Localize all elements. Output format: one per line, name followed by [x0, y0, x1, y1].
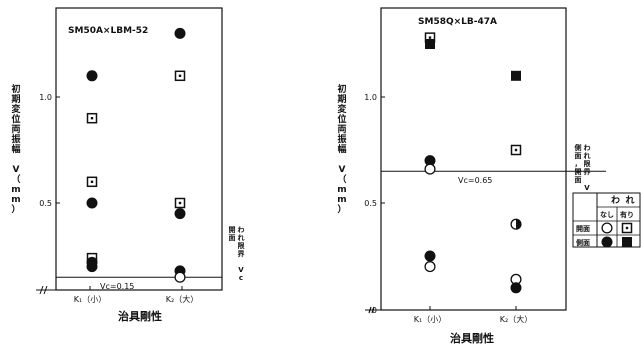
legend-header: われ: [611, 195, 641, 206]
legend-marker: [621, 222, 633, 234]
svg-text:れ: れ: [584, 152, 591, 160]
threshold-label: Vc=0.15: [100, 282, 134, 291]
svg-text:m: m: [337, 185, 346, 195]
svg-text:面: 面: [575, 152, 582, 160]
legend-row-label: 側面: [575, 238, 590, 247]
data-point: [174, 271, 186, 283]
legend-marker: [601, 236, 613, 248]
chart-title: SM58Q×LB-47A: [418, 17, 497, 27]
svg-text:m: m: [337, 195, 346, 205]
data-point: [510, 144, 522, 156]
data-point: [86, 197, 98, 209]
data-point: [86, 112, 98, 124]
svg-text:振: 振: [337, 133, 347, 145]
data-point: [424, 250, 436, 262]
svg-text:わ: わ: [238, 226, 245, 234]
y-tick-label: 1.0: [39, 93, 52, 102]
legend-column-label: 有り: [620, 210, 634, 219]
plot-frame: [55, 7, 223, 291]
svg-text:振: 振: [11, 133, 21, 145]
svg-text:初: 初: [337, 83, 346, 95]
axis-break-icon: [368, 306, 375, 314]
svg-text:c: c: [239, 274, 243, 282]
x-axis-label: 治具剛性: [450, 331, 494, 345]
plot-frame: [380, 7, 567, 311]
data-point: [86, 70, 98, 82]
data-point: [174, 27, 186, 39]
svg-text:限: 限: [238, 241, 246, 250]
y-tick-label: 0.5: [364, 199, 377, 208]
svg-text:開: 開: [229, 225, 236, 234]
y-tick-label: 1.0: [364, 93, 377, 102]
svg-text:V: V: [584, 184, 590, 192]
svg-text:m: m: [11, 185, 20, 195]
svg-text:期: 期: [337, 93, 346, 105]
x-tick-label: K₁（小）: [74, 295, 106, 304]
legend-column-label: なし: [600, 210, 614, 219]
svg-text:面: 面: [229, 234, 236, 242]
x-tick-label: K₁（小）: [414, 315, 446, 324]
svg-text:，: ，: [575, 160, 582, 168]
svg-text:期: 期: [11, 93, 20, 105]
y-tick-label-zero: 0: [372, 306, 377, 315]
legend-marker: [622, 237, 632, 247]
svg-text:（: （: [11, 174, 20, 185]
data-point: [174, 197, 186, 209]
svg-text:界: 界: [584, 167, 592, 176]
svg-text:両: 両: [337, 124, 346, 135]
svg-text:開: 開: [575, 167, 582, 176]
svg-text:変: 変: [337, 103, 346, 115]
data-point: [425, 39, 435, 49]
legend-row-label: 開面: [576, 224, 590, 233]
svg-text:わ: わ: [584, 144, 591, 152]
svg-text:V: V: [339, 165, 346, 175]
axis-break-icon: [39, 285, 48, 295]
svg-text:）: ）: [11, 204, 20, 215]
svg-text:初: 初: [11, 83, 20, 95]
legend-marker: [601, 222, 613, 234]
x-axis-label: 治具剛性: [118, 309, 162, 323]
data-point: [174, 208, 186, 220]
data-point: [424, 261, 436, 273]
data-point: [86, 176, 98, 188]
data-point: [510, 218, 522, 230]
svg-text:れ: れ: [238, 234, 245, 242]
data-point: [86, 261, 98, 273]
svg-text:位: 位: [337, 113, 346, 125]
svg-text:面: 面: [575, 176, 582, 184]
svg-text:（: （: [337, 174, 346, 185]
svg-text:）: ）: [337, 204, 346, 215]
svg-text:位: 位: [11, 113, 20, 125]
data-point: [174, 70, 186, 82]
data-point: [511, 70, 521, 81]
threshold-label: Vc=0.65: [458, 176, 492, 185]
svg-text:m: m: [11, 195, 20, 205]
svg-text:限: 限: [584, 159, 592, 168]
svg-text:幅: 幅: [337, 143, 346, 155]
x-tick-label: K₂（大）: [500, 314, 532, 324]
svg-text:変: 変: [11, 103, 20, 115]
svg-text:V: V: [13, 165, 20, 175]
data-point: [510, 282, 522, 294]
svg-text:界: 界: [238, 249, 246, 258]
svg-text:V: V: [238, 266, 244, 274]
data-point: [424, 163, 436, 175]
svg-text:側: 側: [574, 143, 582, 152]
chart-title: SM50A×LBM-52: [68, 26, 148, 36]
data-point: [424, 155, 436, 167]
svg-text:幅: 幅: [11, 143, 20, 155]
x-tick-label: K₂（大）: [166, 294, 198, 304]
svg-text:両: 両: [11, 124, 20, 135]
y-tick-label: 0.5: [39, 199, 52, 208]
